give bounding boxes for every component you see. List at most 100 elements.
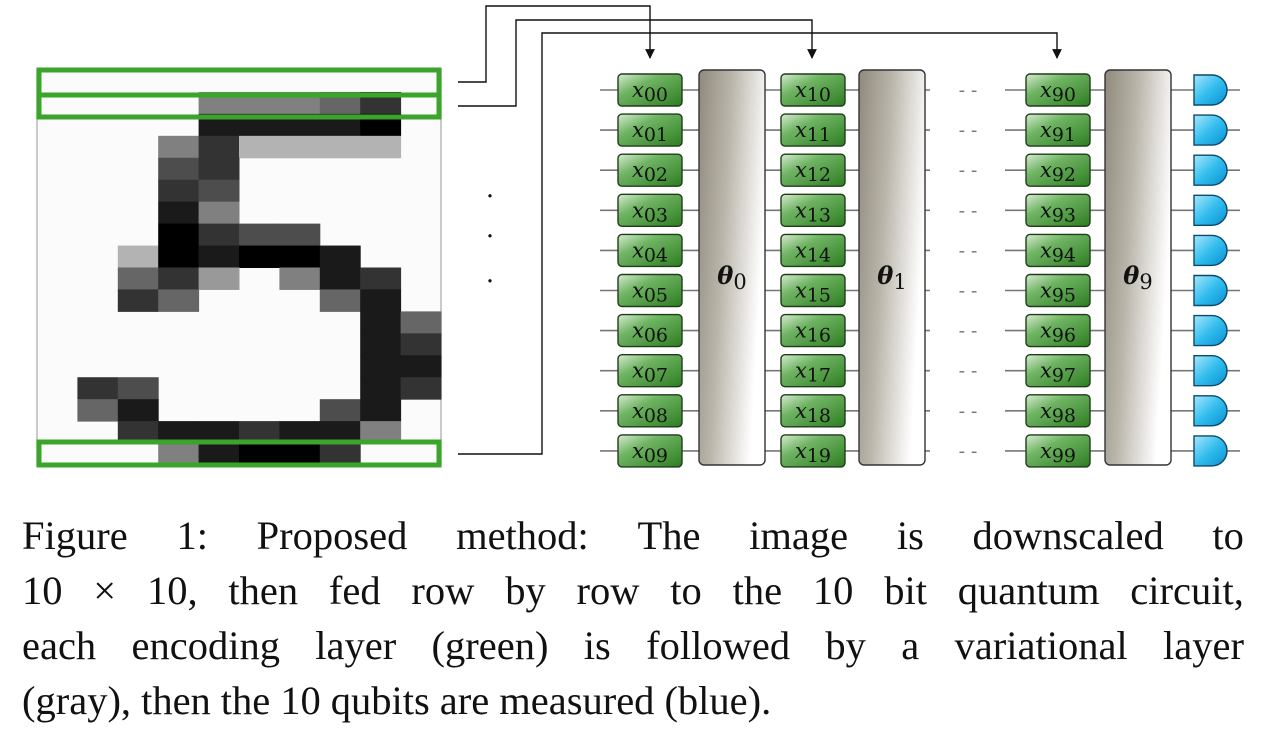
encoding-gate: x19	[780, 434, 846, 468]
caption-word: by	[505, 568, 546, 613]
measurement-gate	[1193, 114, 1228, 146]
caption-word: (blue).	[664, 678, 772, 723]
digit-pixel	[400, 355, 442, 378]
encoding-gate-label: x98	[1040, 399, 1076, 427]
variational-layer: θ1	[858, 69, 926, 466]
encoding-gate: x97	[1025, 354, 1091, 388]
encoding-gate-label: x90	[1040, 78, 1076, 106]
digit-pixel	[117, 421, 159, 444]
encoding-gate: x91	[1025, 113, 1091, 147]
digit-pixel	[319, 135, 361, 159]
caption-word: 10	[812, 568, 854, 613]
caption-word: measured	[499, 678, 655, 723]
encoding-gate: x99	[1025, 434, 1091, 468]
caption-word: row	[576, 568, 640, 613]
encoding-gate-label: x01	[632, 118, 668, 146]
caption-word: ×	[93, 568, 117, 613]
caption-word: Proposed	[256, 513, 408, 558]
measurement-gate	[1193, 154, 1228, 186]
caption-word: to	[670, 568, 702, 613]
digit-pixel	[239, 135, 280, 159]
encoding-gate: x09	[617, 434, 683, 468]
digit-pixel	[279, 245, 321, 268]
digit-pixel	[360, 267, 402, 290]
row-highlight	[36, 92, 442, 120]
caption-word: encoding	[131, 623, 280, 668]
caption-word: are	[439, 678, 490, 723]
caption-word: then	[228, 568, 299, 613]
digit-pixel	[77, 377, 119, 400]
wire-ellipsis: - -	[959, 240, 978, 261]
caption-word: 1:	[176, 513, 208, 558]
caption-word: each	[22, 623, 97, 668]
caption-word: 10	[280, 678, 321, 723]
wire-ellipsis: - -	[959, 120, 978, 141]
encoding-gate-label: x91	[1040, 118, 1076, 146]
digit-pixel	[360, 333, 402, 356]
measurement-gate	[1193, 194, 1228, 226]
digit-pixel	[279, 443, 321, 466]
row-ellipsis: · · ·	[486, 182, 494, 297]
caption-word: layer	[315, 623, 397, 668]
digit-pixel	[360, 355, 402, 378]
digit-pixel	[158, 223, 200, 247]
digit-pixel	[158, 179, 200, 203]
encoding-gate-label: x09	[632, 439, 668, 467]
caption-word: to	[1212, 513, 1244, 558]
measurement-gate	[1193, 234, 1228, 267]
caption-word: by	[825, 623, 866, 668]
digit-pixel	[360, 377, 402, 400]
digit-pixel	[279, 223, 321, 247]
digit-pixel	[239, 443, 280, 466]
wire-ellipsis: - -	[959, 361, 978, 382]
digit-pixel	[400, 311, 442, 334]
wire-ellipsis: - -	[959, 200, 978, 221]
measurement-gate	[1193, 395, 1228, 427]
digit-pixel	[198, 245, 240, 268]
digit-pixel	[319, 289, 361, 312]
digit-pixel	[198, 443, 240, 466]
encoding-gate-label: x92	[1040, 158, 1076, 186]
encoding-gate-label: x96	[1040, 319, 1076, 347]
wire-ellipsis: - -	[959, 441, 978, 462]
caption-word: followed	[646, 623, 791, 668]
digit-pixel	[319, 267, 361, 290]
encoding-gate-label: x00	[632, 78, 668, 106]
encoding-gate: x11	[780, 113, 846, 147]
caption-word: layer	[1163, 623, 1244, 668]
digit-pixel	[319, 421, 361, 444]
digit-pixel	[158, 267, 200, 290]
ellipsis-dot: ·	[486, 267, 494, 297]
digit-pixel	[279, 135, 321, 159]
digit-pixel	[279, 91, 321, 115]
encoding-gate-label: x13	[795, 198, 831, 226]
digit-pixel	[239, 245, 280, 268]
wire-ellipsis: - -	[959, 80, 978, 101]
method-figure: · · · - - - - - - - - - - - - - - - - - - - - x00…	[36, 5, 1240, 468]
digit-pixel	[158, 245, 200, 268]
caption-word: downscaled	[972, 513, 1164, 558]
digit-pixel	[198, 135, 240, 159]
caption-word: 10,	[146, 568, 198, 613]
feed-arrow	[458, 32, 1062, 455]
digit-pixel	[158, 157, 200, 181]
quantum-circuit: - - - - - - - - - - - - - - - - - - - - x00 x01 x02…	[600, 69, 1240, 468]
caption-word: The	[637, 513, 701, 558]
encoding-gate-label: x06	[632, 319, 668, 347]
digit-pixel	[319, 399, 361, 422]
digit-pixel	[239, 421, 280, 444]
encoding-gate: x95	[1025, 273, 1091, 308]
encoding-gate: x98	[1025, 394, 1091, 428]
variational-layer: θ0	[698, 69, 766, 466]
caption-word: circuit,	[1130, 568, 1244, 613]
caption-line: (gray), then the 10 qubits are measured (blue).	[22, 673, 1244, 728]
encoding-gate: x15	[780, 273, 846, 308]
caption-word: image	[749, 513, 849, 558]
caption-line: Figure 1: Proposed method: The image is downsca…	[22, 508, 1244, 563]
digit-pixel	[198, 421, 240, 444]
caption-word: method:	[456, 513, 589, 558]
encoding-gate-label: x14	[795, 238, 831, 266]
variational-layer-label: θ1	[877, 261, 906, 294]
ellipsis-dot: ·	[486, 222, 494, 252]
encoding-gate: x92	[1025, 153, 1091, 187]
